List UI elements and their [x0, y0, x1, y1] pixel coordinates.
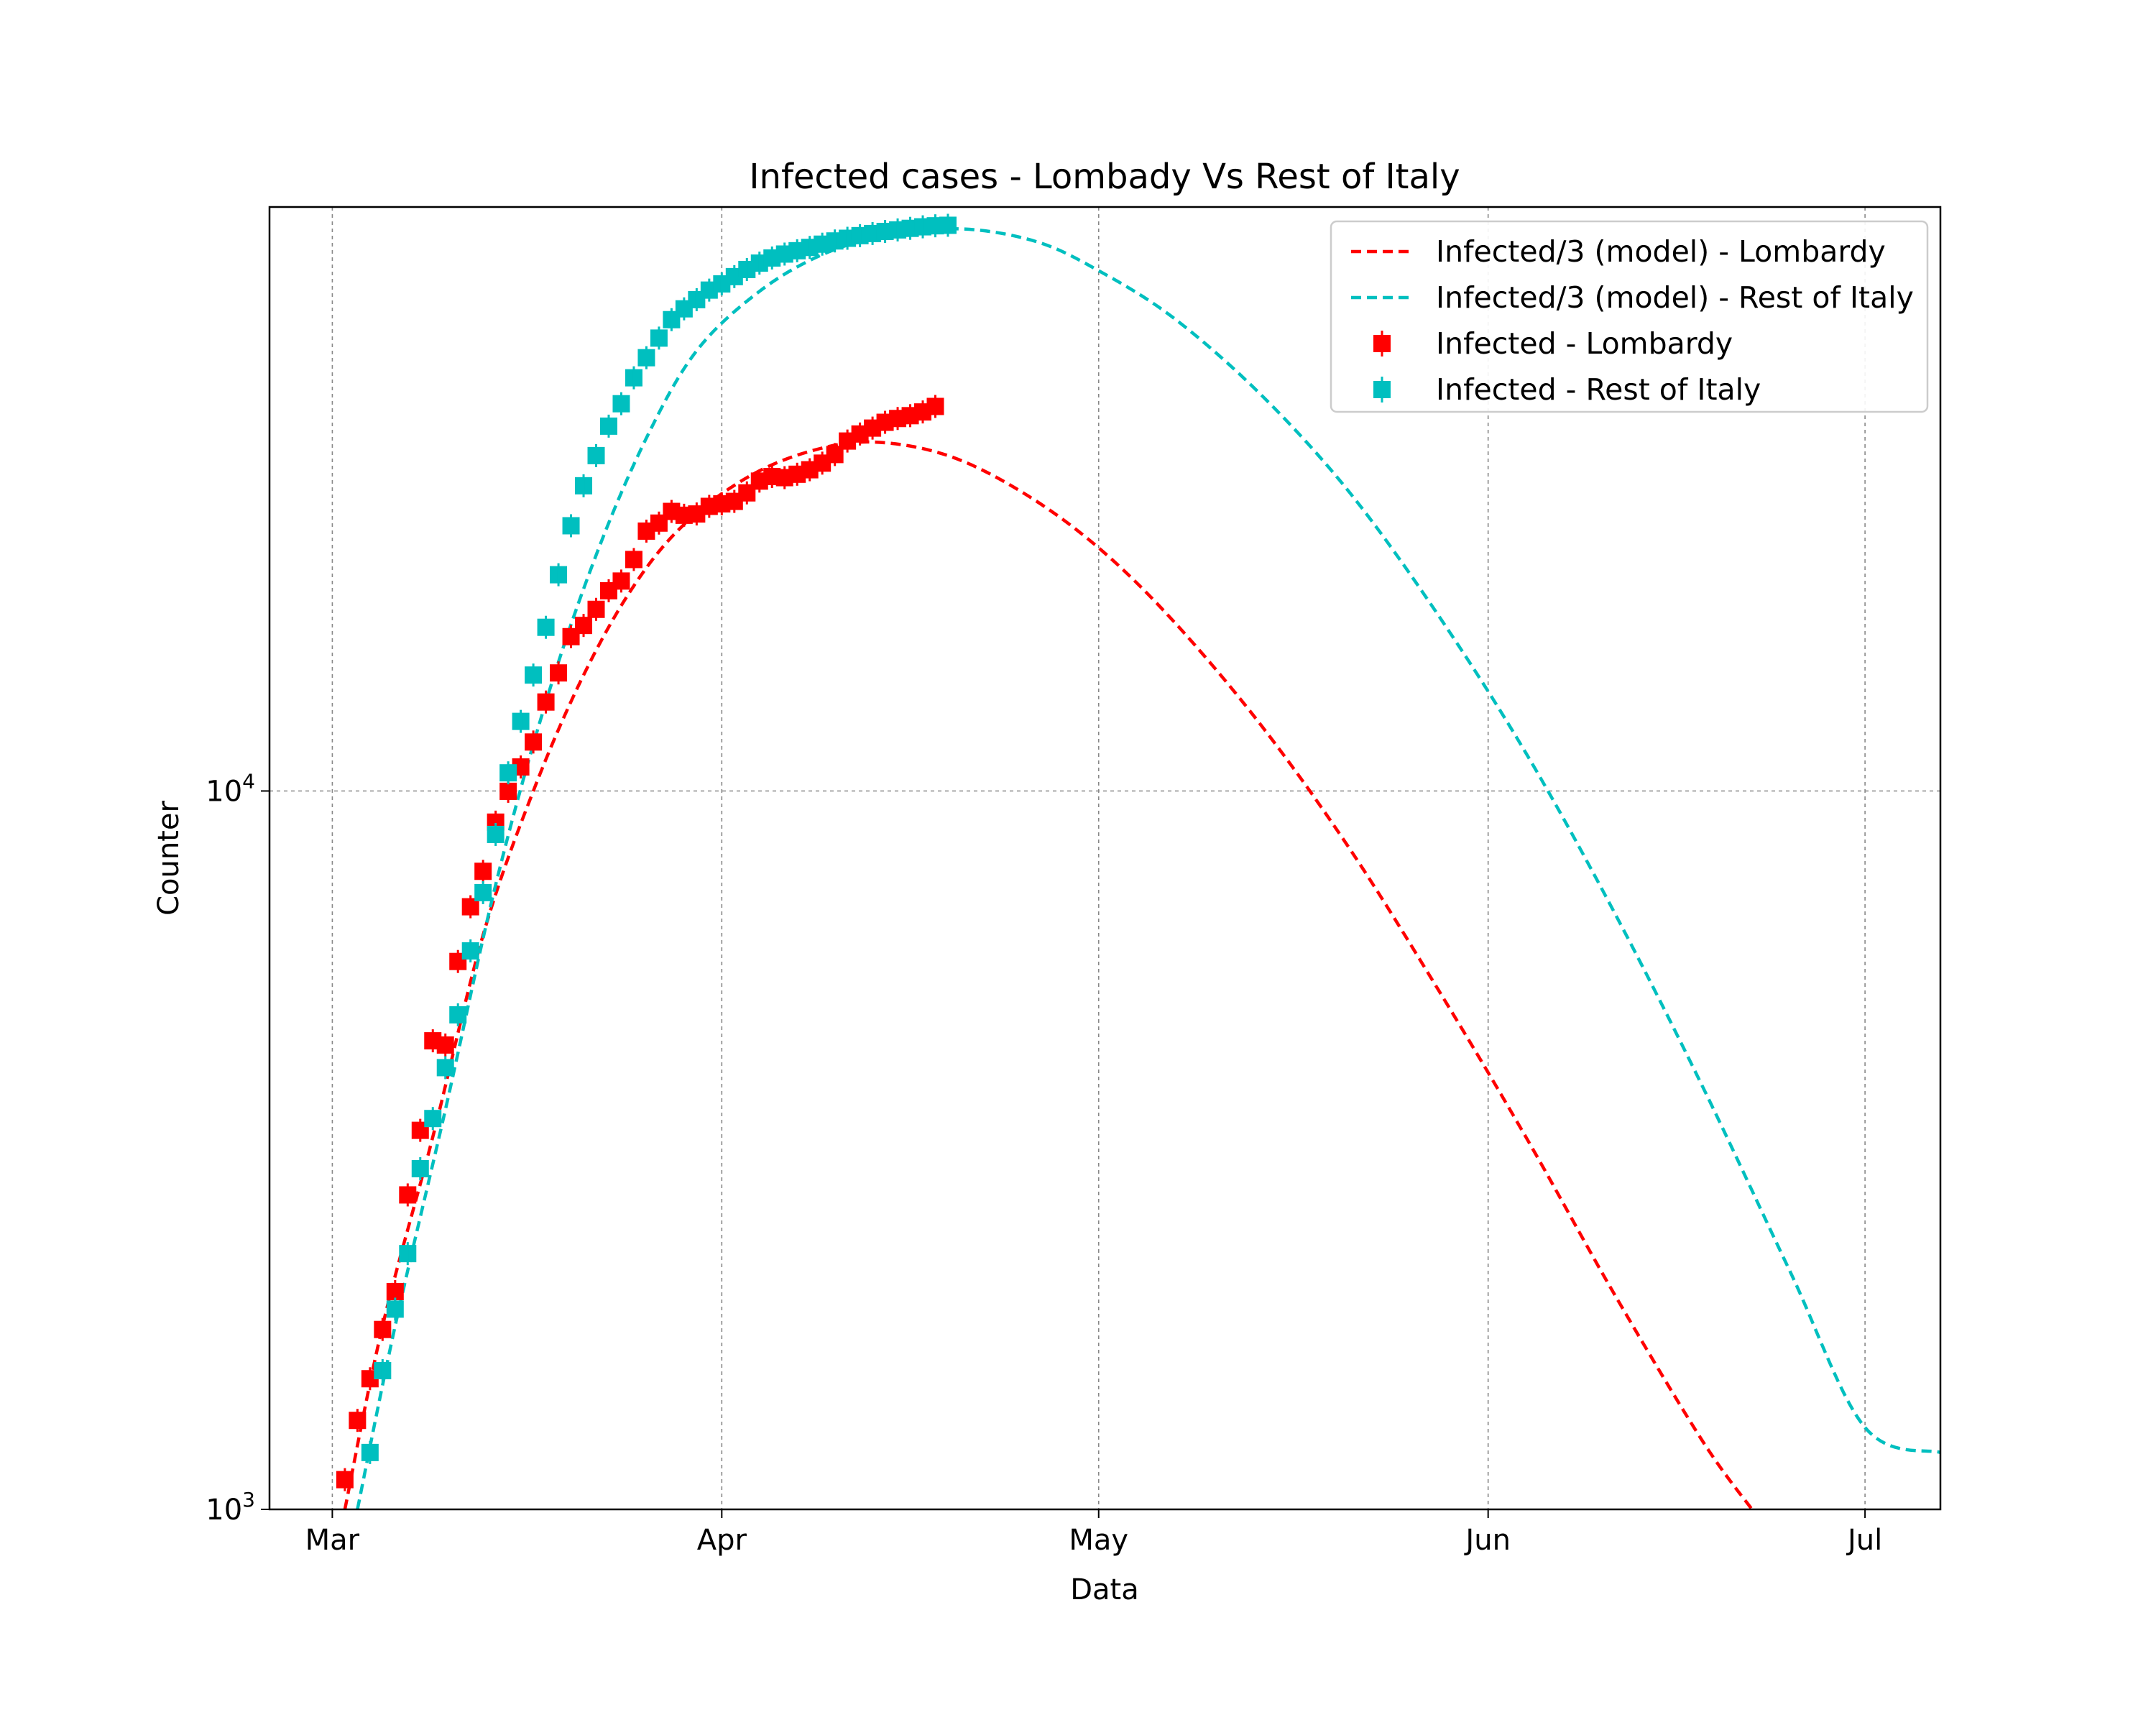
y-tick-exponent: 3 — [242, 1488, 255, 1512]
y-tick-base: 10 — [206, 1494, 242, 1527]
series-markers-infected-lombardy — [336, 395, 944, 1491]
grid — [270, 207, 1940, 1509]
legend-label: Infected - Lombardy — [1436, 326, 1733, 361]
legend-label: Infected/3 (model) - Rest of Italy — [1436, 280, 1914, 315]
legend-box — [1330, 220, 1929, 413]
series-line-infected-3-model-lombardy — [343, 440, 1754, 1509]
legend-label: Infected - Rest of Italy — [1436, 372, 1761, 407]
x-tick-label: Jul — [1846, 1524, 1882, 1557]
x-axis-label: Data — [1070, 1573, 1139, 1606]
x-tick-label: Jun — [1463, 1524, 1511, 1557]
legend-label: Infected/3 (model) - Lombardy — [1436, 234, 1886, 269]
y-tick-exponent: 4 — [242, 770, 255, 794]
x-tick-label: Mar — [305, 1524, 360, 1557]
series-markers-infected-rest-of-italy — [361, 213, 957, 1464]
chart-title: Infected cases - Lombady Vs Rest of Ital… — [749, 157, 1460, 197]
plot-frame — [268, 206, 1942, 1511]
y-axis-label: Counter — [152, 801, 185, 916]
plot-series — [336, 213, 1940, 1509]
y-tick-label: 104 — [206, 770, 255, 809]
y-tick-label: 103 — [206, 1488, 255, 1527]
y-tick-base: 10 — [206, 776, 242, 809]
x-tick-label: May — [1069, 1524, 1128, 1557]
legend: Infected/3 (model) - Lombardy Infected/3 … — [1330, 220, 1929, 413]
x-tick-label: Apr — [697, 1524, 747, 1557]
